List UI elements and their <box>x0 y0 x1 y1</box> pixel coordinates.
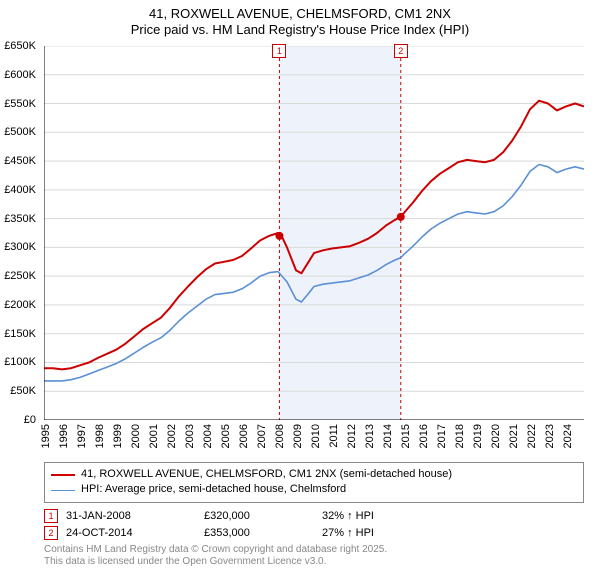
chart-area: £0£50K£100K£150K£200K£250K£300K£350K£400… <box>44 46 584 420</box>
x-tick-label: 2010 <box>310 424 322 448</box>
x-tick-label: 2012 <box>346 424 358 448</box>
sales-table: 1 31-JAN-2008 £320,000 32% ↑ HPI 2 24-OC… <box>44 509 584 540</box>
y-tick-label: £250K <box>4 270 36 282</box>
x-tick-label: 2021 <box>508 424 520 448</box>
y-tick-label: £500K <box>4 126 36 138</box>
y-tick-label: £350K <box>4 213 36 225</box>
x-tick-label: 2014 <box>382 424 394 448</box>
sales-row-1: 1 31-JAN-2008 £320,000 32% ↑ HPI <box>44 509 584 523</box>
x-tick-label: 1999 <box>112 424 124 448</box>
legend-panel: 41, ROXWELL AVENUE, CHELMSFORD, CM1 2NX … <box>44 462 584 568</box>
x-tick-label: 2018 <box>454 424 466 448</box>
x-tick-label: 2003 <box>184 424 196 448</box>
sale-1-price: £320,000 <box>204 510 314 522</box>
x-tick-label: 2013 <box>364 424 376 448</box>
x-tick-label: 2022 <box>526 424 538 448</box>
x-tick-label: 2000 <box>130 424 142 448</box>
y-tick-label: £200K <box>4 299 36 311</box>
legend-swatch-hpi <box>51 490 75 491</box>
chart-container: 41, ROXWELL AVENUE, CHELMSFORD, CM1 2NX … <box>0 0 600 560</box>
x-tick-label: 2006 <box>238 424 250 448</box>
x-tick-label: 1996 <box>58 424 70 448</box>
sale-marker-1-icon: 1 <box>44 509 58 523</box>
x-tick-label: 2001 <box>148 424 160 448</box>
x-tick-label: 2011 <box>328 424 340 448</box>
sale-1-date: 31-JAN-2008 <box>66 510 196 522</box>
x-tick-label: 2008 <box>274 424 286 448</box>
attribution-line1: Contains HM Land Registry data © Crown c… <box>44 544 584 556</box>
y-tick-label: £0 <box>24 414 36 426</box>
y-tick-label: £400K <box>4 184 36 196</box>
sales-row-2: 2 24-OCT-2014 £353,000 27% ↑ HPI <box>44 526 584 540</box>
x-tick-label: 2015 <box>400 424 412 448</box>
sale-2-hpi: 27% ↑ HPI <box>322 527 442 539</box>
x-tick-label: 1998 <box>94 424 106 448</box>
x-tick-label: 1995 <box>40 424 52 448</box>
x-tick-label: 2016 <box>418 424 430 448</box>
y-tick-label: £650K <box>4 40 36 52</box>
legend-row-hpi: HPI: Average price, semi-detached house,… <box>51 482 577 497</box>
y-tick-label: £450K <box>4 155 36 167</box>
y-tick-label: £50K <box>10 385 36 397</box>
x-tick-label: 2024 <box>562 424 574 448</box>
sale-marker-2-icon: 2 <box>44 526 58 540</box>
sale-2-price: £353,000 <box>204 527 314 539</box>
x-tick-label: 2023 <box>544 424 556 448</box>
attribution: Contains HM Land Registry data © Crown c… <box>44 544 584 568</box>
y-tick-label: £600K <box>4 69 36 81</box>
title-subtitle: Price paid vs. HM Land Registry's House … <box>0 22 600 38</box>
line-chart-svg <box>44 46 584 420</box>
x-tick-label: 2009 <box>292 424 304 448</box>
x-tick-label: 2005 <box>220 424 232 448</box>
attribution-line2: This data is licensed under the Open Gov… <box>44 556 584 568</box>
legend-label-hpi: HPI: Average price, semi-detached house,… <box>81 482 346 497</box>
x-tick-label: 2019 <box>472 424 484 448</box>
title-address: 41, ROXWELL AVENUE, CHELMSFORD, CM1 2NX <box>0 6 600 22</box>
sale-1-hpi: 32% ↑ HPI <box>322 510 442 522</box>
y-tick-label: £550K <box>4 98 36 110</box>
legend-row-price: 41, ROXWELL AVENUE, CHELMSFORD, CM1 2NX … <box>51 467 577 482</box>
y-tick-label: £300K <box>4 241 36 253</box>
sale-line-label: 1 <box>272 44 286 58</box>
y-tick-label: £100K <box>4 356 36 368</box>
legend-label-price: 41, ROXWELL AVENUE, CHELMSFORD, CM1 2NX … <box>81 467 452 482</box>
sale-2-date: 24-OCT-2014 <box>66 527 196 539</box>
x-tick-label: 1997 <box>76 424 88 448</box>
sale-line-label: 2 <box>394 44 408 58</box>
legend-swatch-price <box>51 474 75 476</box>
x-tick-label: 2004 <box>202 424 214 448</box>
title-block: 41, ROXWELL AVENUE, CHELMSFORD, CM1 2NX … <box>0 0 600 39</box>
x-tick-label: 2017 <box>436 424 448 448</box>
legend-box: 41, ROXWELL AVENUE, CHELMSFORD, CM1 2NX … <box>44 462 584 503</box>
x-tick-label: 2007 <box>256 424 268 448</box>
x-tick-label: 2002 <box>166 424 178 448</box>
x-tick-label: 2020 <box>490 424 502 448</box>
y-tick-label: £150K <box>4 328 36 340</box>
